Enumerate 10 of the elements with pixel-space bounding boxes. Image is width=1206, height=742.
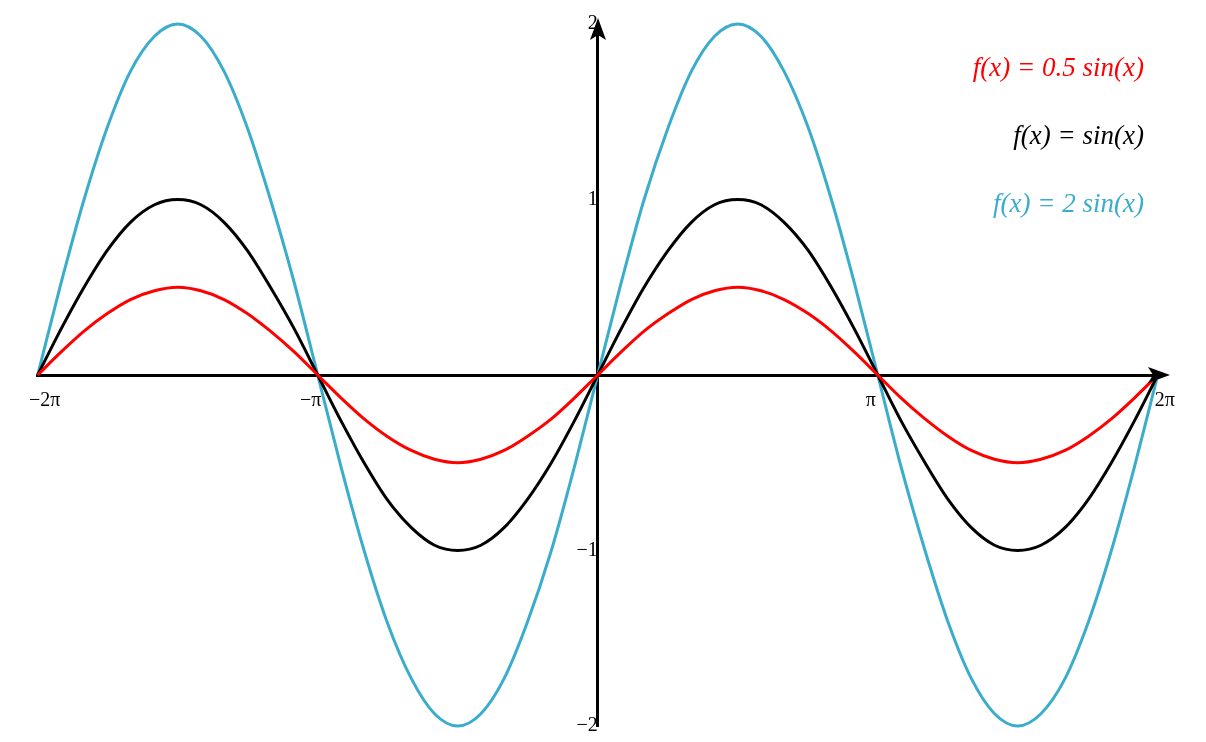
x-tick-label: 2π <box>1154 388 1175 411</box>
x-tick-label: π <box>865 388 876 411</box>
y-tick-label: −2 <box>576 713 598 736</box>
text: f(x) = 2 sin(x) <box>993 188 1144 219</box>
x-tick-label: −π <box>300 388 322 411</box>
text: f(x) = 0.5 sin(x) <box>972 52 1144 83</box>
x-tick-label: −2π <box>28 388 61 411</box>
y-tick-label: −1 <box>576 537 598 560</box>
text: f(x) = sin(x) <box>1013 120 1144 151</box>
y-tick-label: 1 <box>587 186 598 209</box>
